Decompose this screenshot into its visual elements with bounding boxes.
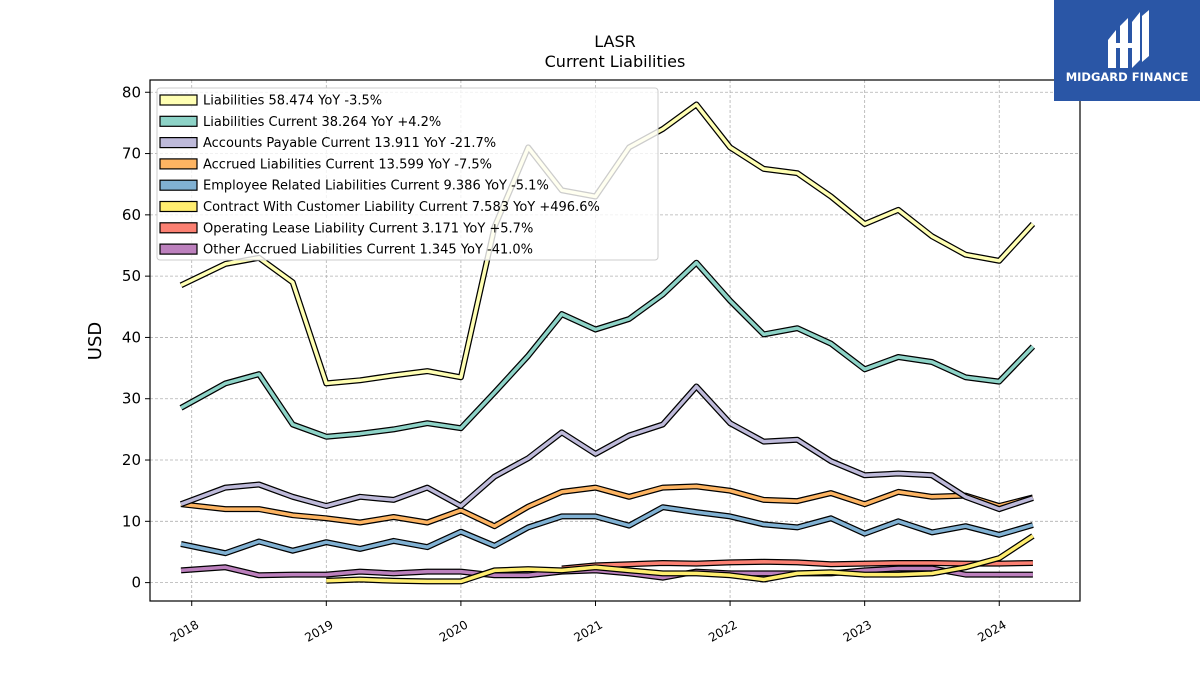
series-line-stroke — [180, 505, 1034, 555]
series-line-stroke — [561, 560, 1033, 571]
series-line — [180, 564, 1033, 581]
x-tick-label: 2023 — [841, 617, 874, 644]
x-tick-label: 2022 — [706, 617, 739, 644]
legend-entry: Accounts Payable Current 13.911 YoY -21.… — [159, 136, 496, 151]
series-line — [180, 504, 1034, 557]
x-tick-label: 2024 — [975, 617, 1008, 644]
legend-label: Liabilities 58.474 YoY -3.5% — [203, 94, 382, 109]
series-line-stroke — [180, 484, 1034, 528]
midgard-finance-logo: MIDGARD FINANCE — [1054, 0, 1200, 101]
series-line — [179, 259, 1036, 440]
legend-label: Contract With Customer Liability Current… — [203, 200, 600, 215]
legend-label: Accrued Liabilities Current 13.599 YoY -… — [203, 157, 492, 172]
plot-frame — [149, 79, 1081, 602]
logo-mark-icon — [1108, 10, 1149, 68]
y-tick-label: 10 — [122, 512, 141, 530]
legend-swatch — [159, 200, 198, 213]
legend-swatch — [159, 158, 198, 170]
y-axis-ticks: 0 10 20 30 40 50 60 70 80 — [122, 83, 150, 592]
legend-swatch — [159, 243, 198, 255]
y-tick-label: 60 — [122, 206, 141, 224]
x-tick-label: 2020 — [437, 617, 470, 644]
series-line — [180, 483, 1034, 530]
legend-label: Operating Lease Liability Current 3.171 … — [203, 221, 533, 236]
legend-entry: Employee Related Liabilities Current 9.3… — [159, 179, 549, 194]
series-line — [326, 533, 1035, 585]
legend-entry: Contract With Customer Liability Current… — [159, 200, 600, 215]
series-line-stroke — [326, 534, 1034, 584]
legend-entry: Other Accrued Liabilities Current 1.345 … — [159, 243, 533, 258]
legend: Liabilities 58.474 YoY -3.5% Liabilities … — [156, 87, 659, 261]
legend-entry: Liabilities Current 38.264 YoY +4.2% — [159, 115, 441, 130]
legend-label: Liabilities Current 38.264 YoY +4.2% — [203, 115, 441, 130]
legend-swatch — [159, 137, 198, 149]
legend-label: Employee Related Liabilities Current 9.3… — [203, 179, 549, 194]
legend-box — [156, 87, 659, 261]
x-tick-label: 2019 — [302, 617, 335, 644]
series-line-stroke — [180, 260, 1035, 439]
legend-swatch — [159, 222, 198, 234]
y-tick-label: 20 — [122, 451, 141, 469]
y-tick-label: 40 — [122, 328, 141, 346]
y-tick-label: 0 — [131, 574, 141, 592]
y-axis-label: USD — [85, 322, 106, 360]
chart-subtitle: Current Liabilities — [545, 52, 686, 71]
series-line — [179, 383, 1034, 513]
legend-swatch — [159, 115, 198, 127]
x-tick-label: 2021 — [572, 617, 605, 644]
legend-swatch — [159, 94, 198, 106]
legend-swatch — [159, 179, 198, 191]
series-line-stroke — [180, 384, 1034, 511]
series-line-outline — [179, 259, 1036, 440]
legend-entry: Operating Lease Liability Current 3.171 … — [159, 221, 533, 236]
x-axis-ticks: 2018 2019 2020 2021 2022 2023 2024 — [168, 601, 1009, 645]
legend-entry: Accrued Liabilities Current 13.599 YoY -… — [159, 157, 492, 172]
series-line-stroke — [180, 565, 1033, 580]
chart-title: LASR — [594, 32, 636, 51]
y-tick-label: 30 — [122, 390, 141, 408]
series-line — [561, 558, 1033, 572]
legend-label: Other Accrued Liabilities Current 1.345 … — [203, 243, 533, 258]
legend-label: Accounts Payable Current 13.911 YoY -21.… — [203, 136, 496, 151]
y-tick-label: 50 — [122, 267, 141, 285]
x-tick-label: 2018 — [168, 617, 201, 644]
legend-entry: Liabilities 58.474 YoY -3.5% — [159, 94, 382, 109]
y-tick-label: 70 — [122, 145, 141, 163]
series-layer — [179, 101, 1036, 585]
y-tick-label: 80 — [122, 83, 141, 101]
logo-text: MIDGARD FINANCE — [1066, 70, 1189, 84]
